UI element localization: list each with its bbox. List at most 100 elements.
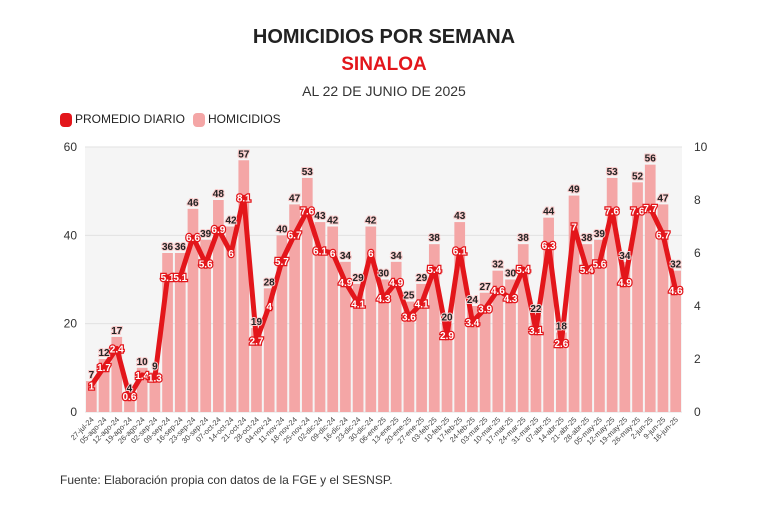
- bar: [619, 261, 631, 412]
- y-left-tick-label: 60: [64, 140, 78, 154]
- line-data-label: 4.6: [491, 286, 505, 297]
- line-data-label: 6.3: [542, 241, 556, 252]
- bar: [657, 204, 669, 412]
- line-data-label: 3.1: [529, 326, 543, 337]
- line-data-label: 5.6: [199, 260, 213, 271]
- bar: [289, 204, 300, 412]
- bar-data-label: 30: [505, 269, 517, 280]
- line-data-label: 6.7: [656, 230, 670, 241]
- bar-data-label: 40: [276, 224, 288, 235]
- bar-data-label: 28: [264, 277, 276, 288]
- line-data-label: 0.6: [123, 392, 137, 403]
- bar-data-label: 24: [467, 295, 479, 306]
- bar-data-label: 12: [98, 348, 110, 359]
- bar: [187, 208, 199, 412]
- line-data-label: 3.9: [478, 305, 492, 316]
- line-data-label: 6.7: [288, 230, 302, 241]
- bar-data-label: 10: [137, 357, 149, 368]
- line-data-label: 4.9: [618, 278, 632, 289]
- bar: [568, 195, 580, 412]
- bar: [403, 301, 415, 412]
- line-data-label: 4.3: [504, 294, 518, 305]
- bar: [225, 226, 237, 412]
- bar-data-label: 38: [581, 233, 593, 244]
- line-data-label: 6: [228, 249, 234, 260]
- bar: [454, 222, 466, 412]
- bar: [251, 328, 262, 412]
- bar-data-label: 17: [111, 326, 123, 337]
- y-right-tick-label: 8: [694, 193, 701, 207]
- bar-data-label: 42: [327, 216, 339, 227]
- line-data-label: 6: [368, 249, 374, 260]
- bar-data-label: 29: [416, 273, 428, 284]
- bar: [213, 200, 224, 412]
- bar: [505, 279, 516, 412]
- bar-data-label: 48: [213, 189, 225, 200]
- line-data-label: 2.4: [110, 344, 124, 355]
- bar: [441, 323, 453, 412]
- bar: [124, 394, 135, 412]
- line-data-label: 5.4: [427, 265, 441, 276]
- line-data-label: 7.6: [300, 207, 314, 218]
- bar: [517, 244, 529, 412]
- line-data-label: 1.3: [148, 374, 162, 385]
- y-right-tick-label: 4: [694, 299, 701, 313]
- bar-data-label: 4: [127, 383, 133, 394]
- bar-data-label: 34: [340, 251, 352, 262]
- chart-subtitle: SINALOA: [341, 54, 427, 75]
- bar-data-label: 29: [353, 273, 365, 284]
- line-data-label: 8.1: [237, 193, 251, 204]
- line-data-label: 6.6: [186, 233, 200, 244]
- bar-data-label: 27: [480, 282, 492, 293]
- bar-data-label: 43: [314, 211, 326, 222]
- bar: [136, 367, 148, 412]
- line-data-label: 2.9: [440, 331, 454, 342]
- bar: [378, 279, 389, 412]
- bar-data-label: 38: [429, 233, 441, 244]
- bar: [340, 261, 351, 412]
- bar: [86, 381, 97, 412]
- bar: [543, 217, 554, 412]
- bar-data-label: 57: [238, 149, 250, 160]
- bar: [263, 288, 275, 412]
- bar: [555, 332, 567, 412]
- line-data-label: 5.4: [516, 265, 530, 276]
- bar-data-label: 18: [556, 322, 568, 333]
- bar: [301, 177, 313, 412]
- line-data-label: 7.6: [605, 207, 619, 218]
- bar-data-label: 53: [607, 167, 619, 178]
- chart-date: AL 22 DE JUNIO DE 2025: [302, 83, 466, 99]
- legend: PROMEDIO DIARIO HOMICIDIOS: [60, 112, 281, 127]
- line-data-label: 1: [89, 382, 95, 393]
- bar: [479, 292, 491, 412]
- y-left-tick-label: 20: [64, 317, 78, 331]
- bar-data-label: 42: [365, 216, 377, 227]
- line-data-label: 6.1: [313, 246, 327, 257]
- bar: [581, 244, 593, 412]
- line-data-label: 7: [571, 223, 577, 234]
- line-data-label: 4.9: [389, 278, 403, 289]
- legend-item-line: PROMEDIO DIARIO: [60, 112, 185, 127]
- line-data-label: 7.6: [631, 207, 645, 218]
- bar-data-label: 46: [187, 198, 199, 209]
- line-data-label: 1.4: [135, 371, 149, 382]
- bar: [492, 270, 504, 412]
- y-right-tick-label: 2: [694, 352, 701, 366]
- bar-data-label: 22: [530, 304, 542, 315]
- line-data-label: 3.6: [402, 313, 416, 324]
- bar-data-label: 30: [378, 269, 390, 280]
- bar: [276, 235, 288, 412]
- bar-data-label: 20: [441, 313, 453, 324]
- bar: [416, 283, 427, 412]
- line-data-label: 6: [330, 249, 336, 260]
- bar-data-label: 39: [200, 229, 212, 240]
- line-data-label: 1.7: [97, 363, 111, 374]
- bar-data-label: 42: [226, 216, 238, 227]
- bar: [327, 226, 339, 412]
- line-data-label: 4.1: [415, 299, 429, 310]
- bar-data-label: 49: [568, 185, 580, 196]
- bar: [428, 244, 440, 412]
- bar: [670, 270, 681, 412]
